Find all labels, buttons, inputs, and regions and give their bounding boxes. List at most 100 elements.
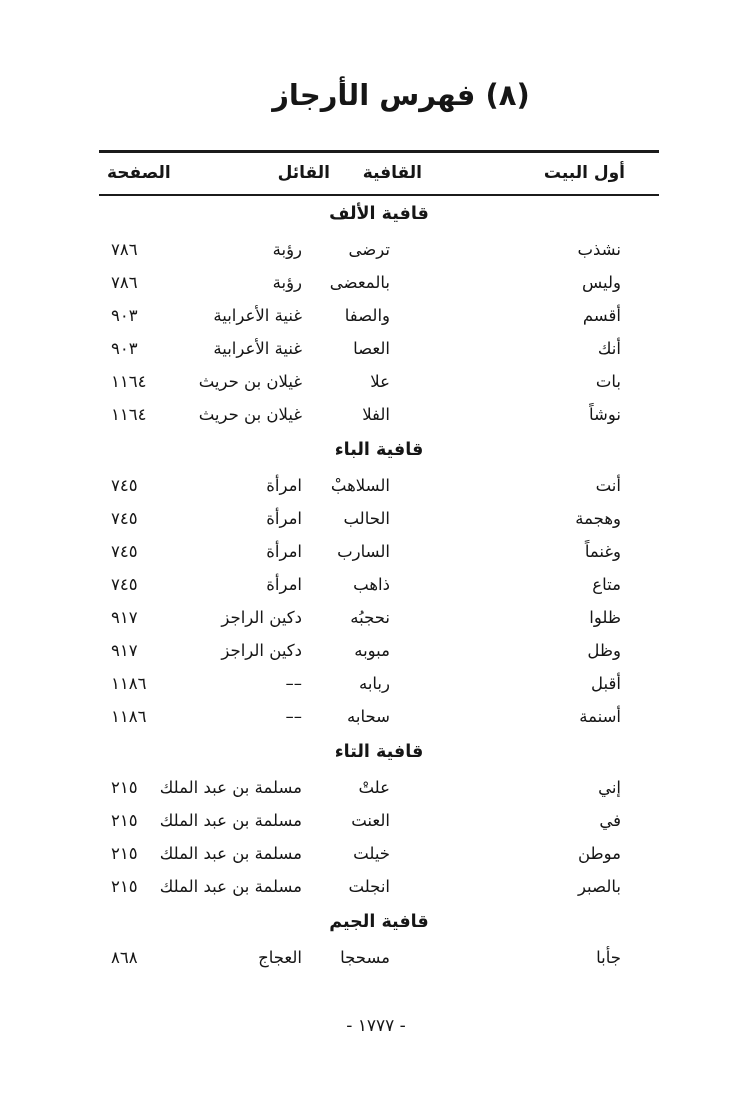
speaker-cell: امرأة <box>266 541 302 561</box>
speaker-cell: رؤبة <box>272 272 302 292</box>
rhyme-cell: علا <box>370 371 390 391</box>
first-verse-cell: أقسم <box>582 305 621 325</box>
rhyme-cell: الفلا <box>362 404 390 424</box>
first-verse-cell: وهجمة <box>575 508 621 528</box>
rhyme-cell: ترضى <box>348 239 390 259</box>
speaker-cell: امرأة <box>266 508 302 528</box>
table-row: وهجمة الحالب امرأة ٧٤٥ <box>99 502 659 535</box>
page-number-cell: ٧٨٦ <box>111 239 138 259</box>
table-row: أقسم والصفا غنية الأعرابية ٩٠٣ <box>99 299 659 332</box>
table-row: وظل مبوبه دكين الراجز ٩١٧ <box>99 634 659 667</box>
rhyme-cell: خيلت <box>353 843 390 863</box>
page-title: (٨) فهرس الأرجاز <box>272 78 530 112</box>
table-row: جأبا مسحجا العجاج ٨٦٨ <box>99 941 659 974</box>
speaker-cell: مسلمة بن عبد الملك <box>159 777 302 797</box>
first-verse-cell: وغنماً <box>584 541 621 561</box>
page-number-cell: ٢١٥ <box>111 876 138 896</box>
page-number-cell: ٩١٧ <box>111 640 138 660</box>
first-verse-cell: بات <box>595 371 621 391</box>
rhyme-cell: الحالب <box>343 508 390 528</box>
page-number-cell: ٢١٥ <box>111 777 138 797</box>
table-row: أنت السلاهبْ امرأة ٧٤٥ <box>99 469 659 502</box>
speaker-cell: غنية الأعرابية <box>213 305 302 325</box>
first-verse-cell: أسنمة <box>579 706 621 726</box>
first-verse-cell: وظل <box>587 640 621 660</box>
table-row: في العنت مسلمة بن عبد الملك ٢١٥ <box>99 804 659 837</box>
page-number-cell: ٩٠٣ <box>111 338 138 358</box>
rhyme-cell: العصا <box>353 338 390 358</box>
first-verse-cell: موطن <box>577 843 621 863</box>
table-row: أسنمة سحابه –– ١١٨٦ <box>99 700 659 733</box>
table-row: موطن خيلت مسلمة بن عبد الملك ٢١٥ <box>99 837 659 870</box>
speaker-cell: دكين الراجز <box>221 607 302 627</box>
rhyme-cell: انجلت <box>348 876 391 896</box>
table-row: نشذب ترضى رؤبة ٧٨٦ <box>99 233 659 266</box>
table-row: وليس بالمعضى رؤبة ٧٨٦ <box>99 266 659 299</box>
table-row: وغنماً السارب امرأة ٧٤٥ <box>99 535 659 568</box>
first-verse-cell: جأبا <box>596 947 621 967</box>
rhyme-cell: مسحجا <box>340 947 390 967</box>
page-number-cell: ٧٤٥ <box>111 541 138 561</box>
rhyme-cell: ربابه <box>358 673 390 693</box>
column-header-speaker: القائل <box>277 163 330 184</box>
first-verse-cell: ظلوا <box>589 607 621 627</box>
column-header-rhyme: القافية <box>362 163 422 184</box>
first-verse-cell: في <box>599 810 621 830</box>
rhyme-cell: سحابه <box>347 706 390 726</box>
rhyme-cell: العنت <box>351 810 390 830</box>
first-verse-cell: إني <box>598 777 621 797</box>
rhyme-cell: نحجبُه <box>350 607 390 627</box>
rhyme-cell: السلاهبْ <box>330 475 390 495</box>
speaker-cell: امرأة <box>266 475 302 495</box>
column-header-first-verse: أول البيت <box>543 163 625 184</box>
page-number-cell: ٨٦٨ <box>111 947 138 967</box>
table-row: ظلوا نحجبُه دكين الراجز ٩١٧ <box>99 601 659 634</box>
speaker-cell: رؤبة <box>272 239 302 259</box>
speaker-cell: غنية الأعرابية <box>213 338 302 358</box>
section-header-row: قافية الألف <box>99 195 659 233</box>
page-number-cell: ٧٤٥ <box>111 508 138 528</box>
speaker-cell: مسلمة بن عبد الملك <box>159 810 302 830</box>
table-row: إني علتْ مسلمة بن عبد الملك ٢١٥ <box>99 771 659 804</box>
section-header-label: قافية الألف <box>329 204 429 224</box>
rhyme-cell: علتْ <box>358 777 390 797</box>
page-number-cell: ٧٤٥ <box>111 475 138 495</box>
column-header-page: الصفحة <box>107 163 171 184</box>
page-number-cell: ٩٠٣ <box>111 305 138 325</box>
speaker-cell: –– <box>285 706 303 726</box>
page-number-cell: ٢١٥ <box>111 843 138 863</box>
first-verse-cell: متاع <box>592 574 621 594</box>
rhyme-cell: السارب <box>337 541 390 561</box>
header-row: أول البيت القافية القائل الصفحة <box>99 151 659 195</box>
section-header-label: قافية التاء <box>334 741 424 762</box>
section-header-label: قافية الجيم <box>329 911 429 932</box>
page-number-cell: ٧٤٥ <box>111 574 138 594</box>
table-row: نوشاً الفلا غيلان بن حريث ١١٦٤ <box>99 398 659 431</box>
page-number-cell: ١١٨٦ <box>111 706 147 726</box>
table-row: بات علا غيلان بن حريث ١١٦٤ <box>99 365 659 398</box>
first-verse-cell: أنك <box>597 338 621 358</box>
section-header-label: قافية الباء <box>334 439 424 460</box>
speaker-cell: مسلمة بن عبد الملك <box>159 843 302 863</box>
speaker-cell: دكين الراجز <box>221 640 302 660</box>
page-number-cell: ١١٦٤ <box>111 404 147 424</box>
section-header-row: قافية الجيم <box>99 903 659 941</box>
section-header-row: قافية التاء <box>99 733 659 771</box>
speaker-cell: مسلمة بن عبد الملك <box>159 876 302 896</box>
section-header-row: قافية الباء <box>99 431 659 469</box>
index-table-header: أول البيت القافية القائل الصفحة <box>99 151 659 195</box>
page-number-cell: ٩١٧ <box>111 607 138 627</box>
rhyme-cell: مبوبه <box>354 640 390 660</box>
index-table: أول البيت القافية القائل الصفحة قافية ال… <box>99 150 659 974</box>
table-row: أنك العصا غنية الأعرابية ٩٠٣ <box>99 332 659 365</box>
index-table-body: قافية الألف نشذب ترضى رؤبة ٧٨٦ وليس بالمعضى رؤب… <box>99 195 659 974</box>
page-number-cell: ٢١٥ <box>111 810 138 830</box>
table-row: بالصبر انجلت مسلمة بن عبد الملك ٢١٥ <box>99 870 659 903</box>
first-verse-cell: بالصبر <box>577 876 621 896</box>
rhyme-cell: والصفا <box>344 305 390 325</box>
table-row: متاع ذاهب امرأة ٧٤٥ <box>99 568 659 601</box>
speaker-cell: امرأة <box>266 574 302 594</box>
page-number-footer: - ١٧٧٧ - <box>346 1016 406 1036</box>
table-row: أقبل ربابه –– ١١٨٦ <box>99 667 659 700</box>
